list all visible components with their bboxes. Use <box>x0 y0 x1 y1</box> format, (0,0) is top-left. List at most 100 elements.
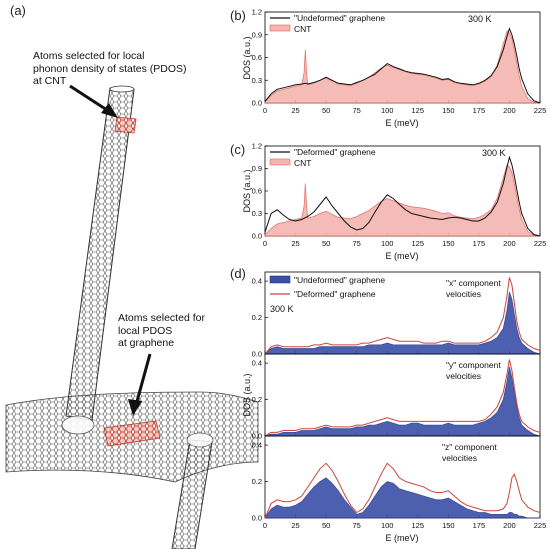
chart-c-xtick-label-75: 75 <box>352 239 360 248</box>
chart-d2-ytick-label-2: 0.4 <box>252 359 262 368</box>
chart-c-legend-cnt: CNT <box>294 158 311 168</box>
chart-c-xlabel: E (meV) <box>385 251 418 261</box>
chart-b-xtick-label-50: 50 <box>322 106 330 115</box>
chart-b-xtick-label-225: 225 <box>534 106 547 115</box>
cnt-selected-atoms <box>114 116 137 134</box>
chart-c-ytick-label-0: 0.0 <box>252 232 262 241</box>
panel-a-illustration <box>5 84 259 549</box>
chart-d-legend-undeformed: "Undeformed" graphene <box>294 275 385 285</box>
chart-d3-xtick-label-50: 50 <box>322 521 330 530</box>
annotation-cnt-line1: Atoms selected for local <box>33 50 145 62</box>
chart-d2-component-label-line2: velocities <box>446 371 481 381</box>
chart-d3-ytick-label-0: 0.0 <box>252 514 262 523</box>
chart-c-xtick-label-25: 25 <box>291 239 299 248</box>
chart-d3-xtick-label-150: 150 <box>442 521 455 530</box>
chart-d3-component-label-line1: "z" component <box>442 442 497 452</box>
panel-c-label: (c) <box>230 142 246 157</box>
cnt-top-opening <box>109 85 135 93</box>
annotation-graphene-line1: Atoms selected for <box>118 312 205 324</box>
chart-d3-ytick-label-2: 0.4 <box>252 441 262 450</box>
chart-c-xtick-label-125: 125 <box>412 239 425 248</box>
chart-d2-component-label-line1: "y" component <box>446 360 501 370</box>
chart-b-ytick-label-1: 0.3 <box>252 76 262 85</box>
cnt-junction <box>61 415 95 435</box>
chart-d2-ytick-label-1: 0.2 <box>252 395 262 404</box>
series-area-b-cnt <box>264 30 541 104</box>
chart-d1-component-label-line1: "x" component <box>446 278 501 288</box>
series-line-c-deformed <box>264 155 541 237</box>
chart-d-legend-deformed: "Deformed" graphene <box>294 289 376 299</box>
chart-b-xtick-label-200: 200 <box>503 106 516 115</box>
arrow-to-graphene <box>128 353 152 416</box>
chart-d3-xtick-label-25: 25 <box>291 521 299 530</box>
chart-b-ytick-label-2: 0.6 <box>252 53 262 62</box>
chart-b-ylabel: DOS (a.u.) <box>242 36 252 79</box>
chart-b-legend-cnt: CNT <box>294 24 311 34</box>
annotation-cnt-line3: at CNT <box>33 75 67 87</box>
series-line-d1-deformed <box>264 277 541 355</box>
chart-c-xtick-label-225: 225 <box>534 239 547 248</box>
chart-d3-xtick-label-125: 125 <box>412 521 425 530</box>
series-area-c-cnt <box>264 164 541 237</box>
chart-b-xlabel: E (meV) <box>385 118 418 128</box>
panel-b-label: (b) <box>230 8 246 23</box>
chart-b-ytick-label-3: 0.9 <box>252 30 262 39</box>
chart-d3-component-label-line2: velocities <box>442 453 477 463</box>
chart-d-ylabel: DOS (a.u.) <box>242 373 252 416</box>
chart-c-legend-area-swatch <box>269 158 291 166</box>
chart-d1-ytick-label-2: 0.4 <box>252 277 262 286</box>
chart-b-ytick-label-4: 1.2 <box>252 8 262 17</box>
chart-c-temperature: 300 K <box>482 148 506 158</box>
series-area-d3-undeformed <box>264 477 540 519</box>
panel-a-label: (a) <box>10 3 26 18</box>
chart-d3-xtick-label-200: 200 <box>503 521 516 530</box>
chart-b-xtick-label-0: 0 <box>263 106 267 115</box>
chart-c-xtick-label-50: 50 <box>322 239 330 248</box>
chart-d1-ytick-label-1: 0.2 <box>252 313 262 322</box>
arrow-to-cnt <box>69 84 118 118</box>
chart-d1-component-label-line2: velocities <box>446 289 481 299</box>
series-area-d1-undeformed <box>263 291 541 355</box>
chart-d2-ytick-label-0: 0.0 <box>252 432 262 441</box>
series-line-b-undeformed <box>264 27 541 104</box>
chart-b-temperature: 300 K <box>468 14 492 24</box>
chart-c-ytick-label-2: 0.6 <box>252 187 262 196</box>
chart-d3-xtick-label-175: 175 <box>473 521 486 530</box>
chart-c-xtick-label-100: 100 <box>381 239 394 248</box>
chart-b-xtick-label-175: 175 <box>473 106 486 115</box>
annotation-graphene-line2: local PDOS <box>118 324 173 337</box>
annotation-cnt: Atoms selected for local phonon density … <box>33 50 187 88</box>
chart-d3-xtick-label-0: 0 <box>263 521 267 530</box>
chart-c-ytick-label-1: 0.3 <box>252 209 262 218</box>
chart-d-xlabel: E (meV) <box>385 533 418 543</box>
cnt-lower-junction <box>186 432 214 448</box>
panel-d-label: (d) <box>230 266 246 281</box>
chart-b-xtick-label-25: 25 <box>291 106 299 115</box>
series-line-d3-deformed <box>264 462 541 519</box>
chart-c-ylabel: DOS (a.u.) <box>242 169 252 212</box>
chart-b-ytick-label-0: 0.0 <box>252 99 262 108</box>
annotation-graphene-line3: at graphene <box>118 337 175 349</box>
series-line-d2-deformed <box>264 359 541 437</box>
chart-b-legend-undeformed: "Undeformed" graphene <box>294 13 385 23</box>
chart-d1-ytick-label-0: 0.0 <box>252 350 262 359</box>
chart-d-temperature: 300 K <box>270 304 294 314</box>
chart-c-ytick-label-4: 1.2 <box>252 142 262 151</box>
chart-d3-ytick-label-1: 0.2 <box>252 477 262 486</box>
annotation-cnt-line2: phonon density of states (PDOS) <box>33 62 187 75</box>
chart-b-legend-area-swatch <box>269 24 291 32</box>
series-area-d2-undeformed <box>264 366 541 437</box>
chart-d3-xtick-label-225: 225 <box>534 521 547 530</box>
chart-b-xtick-label-125: 125 <box>412 106 425 115</box>
chart-c-xtick-label-175: 175 <box>473 239 486 248</box>
chart-d3-xtick-label-75: 75 <box>352 521 360 530</box>
chart-b-xtick-label-100: 100 <box>381 106 394 115</box>
chart-c-xtick-label-150: 150 <box>442 239 455 248</box>
chart-c-ytick-label-3: 0.9 <box>252 164 262 173</box>
chart-b-xtick-label-150: 150 <box>442 106 455 115</box>
chart-b-xtick-label-75: 75 <box>352 106 360 115</box>
chart-d3-xtick-label-100: 100 <box>381 521 394 530</box>
chart-d-legend-area-swatch <box>269 275 291 284</box>
chart-c-legend-deformed: "Deformed" graphene <box>294 147 376 157</box>
